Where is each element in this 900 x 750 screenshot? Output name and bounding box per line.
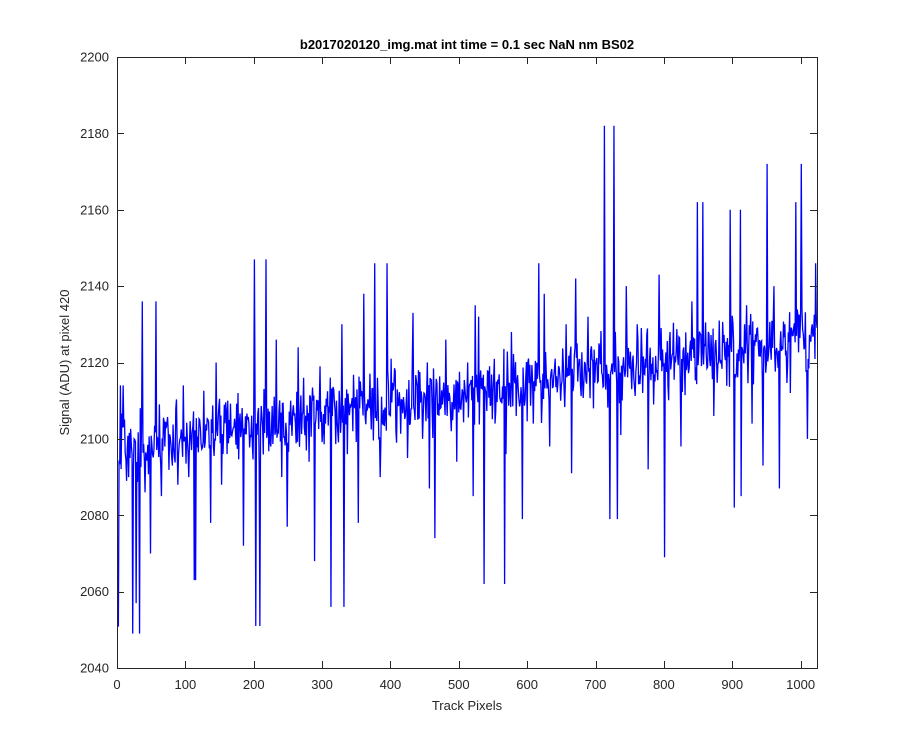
x-axis-label: Track Pixels [432,698,503,713]
plot-area [117,57,817,668]
y-tick-label: 2120 [80,355,109,370]
x-tick-label: 300 [311,677,333,692]
y-tick-label: 2160 [80,202,109,217]
x-tick-label: 100 [175,677,197,692]
y-tick-label: 2080 [80,508,109,523]
x-tick-label: 800 [653,677,675,692]
tick-layer: 0 100 200 300 400 500 600 700 800 900 1000 2040 2060… [80,50,817,692]
y-tick-label: 2040 [80,661,109,676]
y-tick-label: 2180 [80,126,109,141]
y-tick-label: 2100 [80,431,109,446]
x-tick-label: 900 [721,677,743,692]
series-layer [117,125,818,634]
x-tick-label: 1000 [786,677,815,692]
y-tick-label: 2200 [80,50,109,65]
y-tick-label: 2140 [80,279,109,294]
y-tick-label: 2060 [80,584,109,599]
x-tick-label: 400 [380,677,402,692]
x-tick-label: 600 [516,677,538,692]
x-tick-label: 0 [113,677,120,692]
series-line [117,125,818,634]
chart-title: b2017020120_img.mat int time = 0.1 sec N… [300,37,634,52]
x-tick-label: 700 [585,677,607,692]
y-axis-label: Signal (ADU) at pixel 420 [57,290,72,436]
x-tick-label: 200 [243,677,265,692]
x-tick-label: 500 [448,677,470,692]
